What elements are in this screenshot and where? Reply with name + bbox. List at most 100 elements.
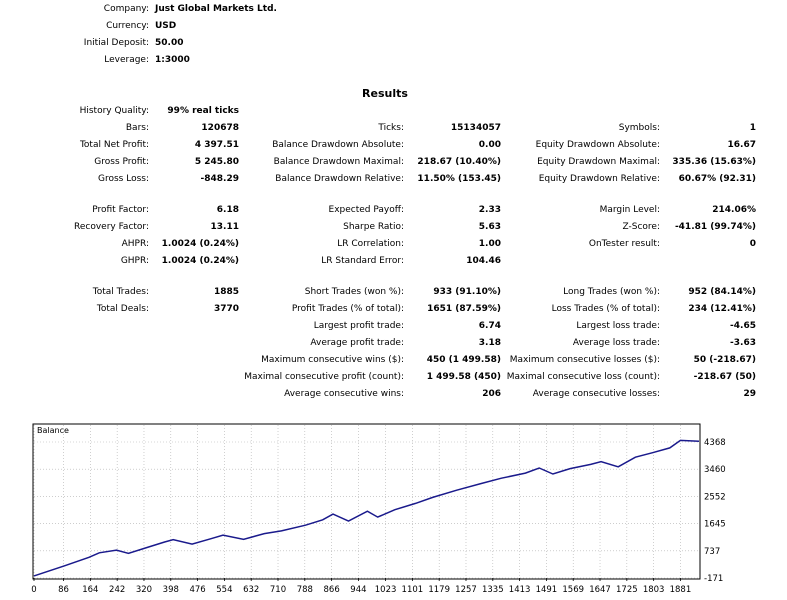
header-value: 50.00 [155,38,184,48]
stat-value: 450 (1 499.58) [426,355,501,365]
stat-value: 1651 (87.59%) [427,304,501,314]
stat-label: Average profit trade: [310,338,404,348]
y-tick-label: 4368 [704,438,726,448]
stat-label: Total Trades: [92,287,149,297]
stat-value: 4 397.51 [194,140,239,150]
stat-label: LR Correlation: [337,239,404,249]
x-tick-label: 1803 [643,585,665,595]
stat-value: -4.65 [730,321,756,331]
stat-label: Profit Factor: [92,205,149,215]
stat-label: Symbols: [618,123,660,133]
stat-value: 1.0024 (0.24%) [161,256,239,266]
chart-plot-area [32,423,701,580]
stat-value: 3.18 [478,338,501,348]
stat-label: Maximum consecutive wins ($): [261,355,404,365]
stat-label: Profit Trades (% of total): [291,304,404,314]
stat-label: LR Standard Error: [321,256,404,266]
x-tick-label: 788 [297,585,313,595]
header-label: Leverage: [104,55,149,65]
stat-label: OnTester result: [588,239,660,249]
stat-label: Balance Drawdown Absolute: [272,140,404,150]
stat-label: Short Trades (won %): [304,287,404,297]
stat-label: Largest loss trade: [576,321,660,331]
stat-label: Long Trades (won %): [563,287,660,297]
stat-value: 50 (-218.67) [693,355,756,365]
stat-label: Maximal consecutive loss (count): [506,372,660,382]
x-tick-label: 1413 [509,585,531,595]
stat-value: 1.00 [478,239,501,249]
x-tick-label: 86 [58,585,69,595]
x-tick-label: 1179 [428,585,450,595]
stat-value: 15134057 [450,123,501,133]
x-tick-label: 1569 [562,585,584,595]
stat-value: 104.46 [466,256,501,266]
stat-value: -3.63 [730,338,756,348]
stat-value: 99% real ticks [167,106,239,116]
x-tick-label: 242 [109,585,125,595]
stat-label: Balance Drawdown Relative: [275,174,404,184]
stat-label: GHPR: [120,256,149,266]
stat-value: 11.50% (153.45) [417,174,501,184]
stat-label: Ticks: [378,123,404,133]
stat-label: Gross Loss: [98,174,149,184]
stat-value: 1 499.58 (450) [426,372,501,382]
x-axis-ticks: 0 86 164 242 320 398 476 554 632 710 788 866 944 1023… [31,578,691,595]
stat-label: Average loss trade: [572,338,660,348]
x-tick-label: 1101 [402,585,424,595]
stat-value: 206 [482,389,501,399]
header-value: 1:3000 [155,55,190,65]
x-tick-label: 866 [324,585,340,595]
stat-label: Gross Profit: [94,157,149,167]
x-tick-label: 1491 [536,585,558,595]
header-label: Company: [103,4,149,14]
header-value: Just Global Markets Ltd. [155,4,277,14]
y-tick-label: 737 [704,547,720,557]
stat-value: 29 [743,389,756,399]
stat-value: 1.0024 (0.24%) [161,239,239,249]
stat-label: Sharpe Ratio: [343,222,404,232]
header-label: Currency: [106,21,149,31]
stat-label: Recovery Factor: [73,222,149,232]
stat-label: Equity Drawdown Maximal: [537,157,660,167]
stat-label: History Quality: [79,106,149,116]
x-tick-label: 632 [243,585,259,595]
y-tick-label: 3460 [704,465,726,475]
stat-value: 5.63 [478,222,501,232]
x-tick-label: 164 [82,585,98,595]
y-tick-label: -171 [704,574,723,584]
stat-value: 6.74 [478,321,501,331]
stat-label: Expected Payoff: [328,205,404,215]
stat-value: 13.11 [210,222,239,232]
x-tick-label: 554 [216,585,232,595]
stat-value: 952 (84.14%) [688,287,756,297]
stat-value: 60.67% (92.31) [678,174,756,184]
x-tick-label: 1335 [482,585,504,595]
stat-label: Average consecutive losses: [532,389,660,399]
x-tick-label: 710 [270,585,286,595]
header-label: Initial Deposit: [83,38,149,48]
stat-value: 5 245.80 [194,157,239,167]
stat-value: 0.00 [478,140,501,150]
stat-value: 0 [749,239,756,249]
stat-label: Balance Drawdown Maximal: [273,157,404,167]
stat-value: 234 (12.41%) [688,304,756,314]
stat-label: Bars: [125,123,149,133]
stat-value: 933 (91.10%) [433,287,501,297]
header-value: USD [155,21,177,31]
stat-value: 218.67 (10.40%) [417,157,501,167]
x-tick-label: 0 [31,585,36,595]
stat-label: Maximum consecutive losses ($): [509,355,660,365]
stat-label: Total Net Profit: [79,140,149,150]
stat-value: -218.67 (50) [693,372,756,382]
stat-label: Equity Drawdown Absolute: [535,140,660,150]
stat-label: Total Deals: [96,304,149,314]
stat-label: Z-Score: [622,222,661,232]
stat-value: 6.18 [216,205,239,215]
x-tick-label: 476 [189,585,205,595]
stat-value: 335.36 (15.63%) [672,157,756,167]
chart-title: Balance [37,426,69,435]
stat-label: Maximal consecutive profit (count): [244,372,404,382]
x-tick-label: 1023 [375,585,397,595]
x-tick-label: 398 [163,585,179,595]
